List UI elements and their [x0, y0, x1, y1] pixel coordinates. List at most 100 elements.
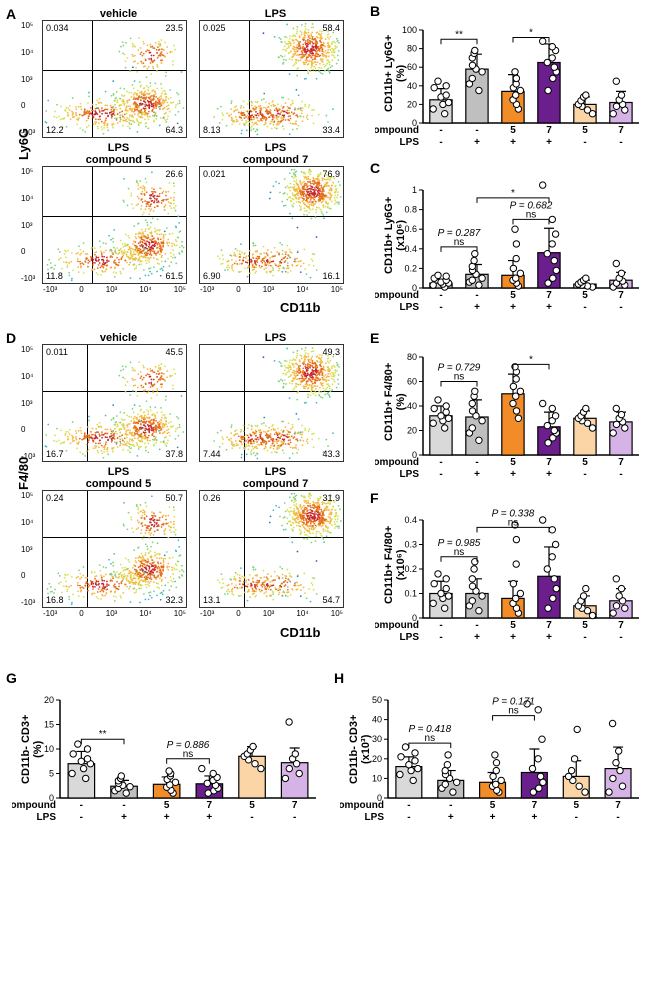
- data-point: [442, 605, 448, 611]
- data-point: [443, 92, 449, 98]
- data-point: [549, 44, 555, 50]
- data-point: [551, 576, 557, 582]
- data-point: [75, 741, 81, 747]
- svg-text:+: +: [510, 302, 516, 313]
- data-point: [535, 707, 541, 713]
- data-point: [83, 775, 89, 781]
- data-point: [540, 517, 546, 523]
- data-point: [622, 605, 628, 611]
- data-point: [613, 260, 619, 266]
- svg-text:5: 5: [510, 290, 516, 301]
- data-point: [435, 571, 441, 577]
- data-point: [445, 752, 451, 758]
- data-point: [166, 768, 172, 774]
- data-point: [286, 765, 292, 771]
- data-point: [445, 593, 451, 599]
- quadrant-value: 43.3: [322, 449, 340, 459]
- data-point: [479, 593, 485, 599]
- facs-plot: vehicle0.03423.512.264.3-10³010³10⁴10⁵: [42, 8, 195, 138]
- data-point: [552, 541, 558, 547]
- data-point: [292, 751, 298, 757]
- data-point: [613, 103, 619, 109]
- data-point: [443, 576, 449, 582]
- data-point: [476, 282, 482, 288]
- data-point: [296, 770, 302, 776]
- data-point: [537, 773, 543, 779]
- data-point: [539, 736, 545, 742]
- facs-plot: LPScompound 50.2450.716.832.3-10³010³10⁴…: [42, 466, 195, 608]
- quadrant-value: 0.021: [203, 169, 226, 179]
- quadrant-value: 0.011: [46, 347, 68, 357]
- data-point: [469, 75, 475, 81]
- quadrant-value: 64.3: [165, 125, 183, 135]
- facs-plot: LPScompound 526.611.861.5-10³010³10⁴10⁵-…: [42, 142, 195, 284]
- data-point: [282, 775, 288, 781]
- bar: [610, 422, 632, 455]
- data-point: [583, 585, 589, 591]
- quadrant-value: 0.26: [203, 493, 221, 503]
- data-point: [250, 743, 256, 749]
- panelB-chart: 020406080100***compound--5757LPS-+++--CD…: [375, 8, 645, 153]
- panelG-chart: 05101520**nsP = 0.886compound--5757LPS-+…: [12, 678, 322, 828]
- data-point: [430, 282, 436, 288]
- data-point: [412, 758, 418, 764]
- quadrant-value: 13.1: [203, 595, 221, 605]
- data-point: [493, 767, 499, 773]
- svg-text:compound: compound: [375, 290, 419, 301]
- data-point: [443, 273, 449, 279]
- data-point: [438, 590, 444, 596]
- svg-text:+: +: [546, 137, 552, 148]
- data-point: [551, 427, 557, 433]
- data-point: [517, 590, 523, 596]
- data-point: [549, 241, 555, 247]
- data-point: [443, 409, 449, 415]
- data-point: [510, 383, 516, 389]
- facs-title-bottom: compound 7: [199, 154, 352, 166]
- data-point: [172, 779, 178, 785]
- data-point: [552, 231, 558, 237]
- data-point: [513, 408, 519, 414]
- data-point: [435, 272, 441, 278]
- svg-text:+: +: [474, 137, 480, 148]
- data-point: [616, 748, 622, 754]
- data-point: [513, 561, 519, 567]
- panelE-chart: 020406080nsP = 0.729*compound--5757LPS-+…: [375, 335, 645, 485]
- quadrant-value: 33.4: [322, 125, 340, 135]
- data-point: [551, 257, 557, 263]
- svg-text:LPS: LPS: [400, 137, 420, 148]
- data-point: [412, 750, 418, 756]
- panelD-xlabel: CD11b: [280, 625, 320, 640]
- data-point: [410, 777, 416, 783]
- data-point: [550, 275, 556, 281]
- chart-ylabel: CD11b+ F4/80+(%): [383, 363, 407, 441]
- chart-ylabel: CD11b+ Ly6G+(%): [383, 34, 407, 111]
- data-point: [199, 765, 205, 771]
- data-point: [479, 275, 485, 281]
- data-point: [469, 408, 475, 414]
- data-point: [610, 430, 616, 436]
- quadrant-value: 16.1: [322, 271, 340, 281]
- data-point: [443, 403, 449, 409]
- data-point: [571, 756, 577, 762]
- data-point: [123, 790, 129, 796]
- data-point: [442, 781, 448, 787]
- data-point: [469, 62, 475, 68]
- data-point: [552, 413, 558, 419]
- data-point: [476, 87, 482, 93]
- data-point: [498, 777, 504, 783]
- data-point: [469, 598, 475, 604]
- panelF-chart: 00.10.20.30.4nsP = 0.985nsP = 0.338compo…: [375, 498, 645, 648]
- data-point: [454, 779, 460, 785]
- quadrant-value: 45.5: [165, 347, 183, 357]
- data-point: [576, 783, 582, 789]
- data-point: [469, 400, 475, 406]
- data-point: [549, 554, 555, 560]
- data-point: [613, 603, 619, 609]
- data-point: [613, 421, 619, 427]
- data-point: [431, 85, 437, 91]
- data-point: [582, 789, 588, 795]
- chart-ylabel: CD11b- CD3+(%): [20, 715, 44, 784]
- quadrant-value: 26.6: [165, 169, 183, 179]
- data-point: [84, 746, 90, 752]
- quadrant-value: 50.7: [165, 493, 183, 503]
